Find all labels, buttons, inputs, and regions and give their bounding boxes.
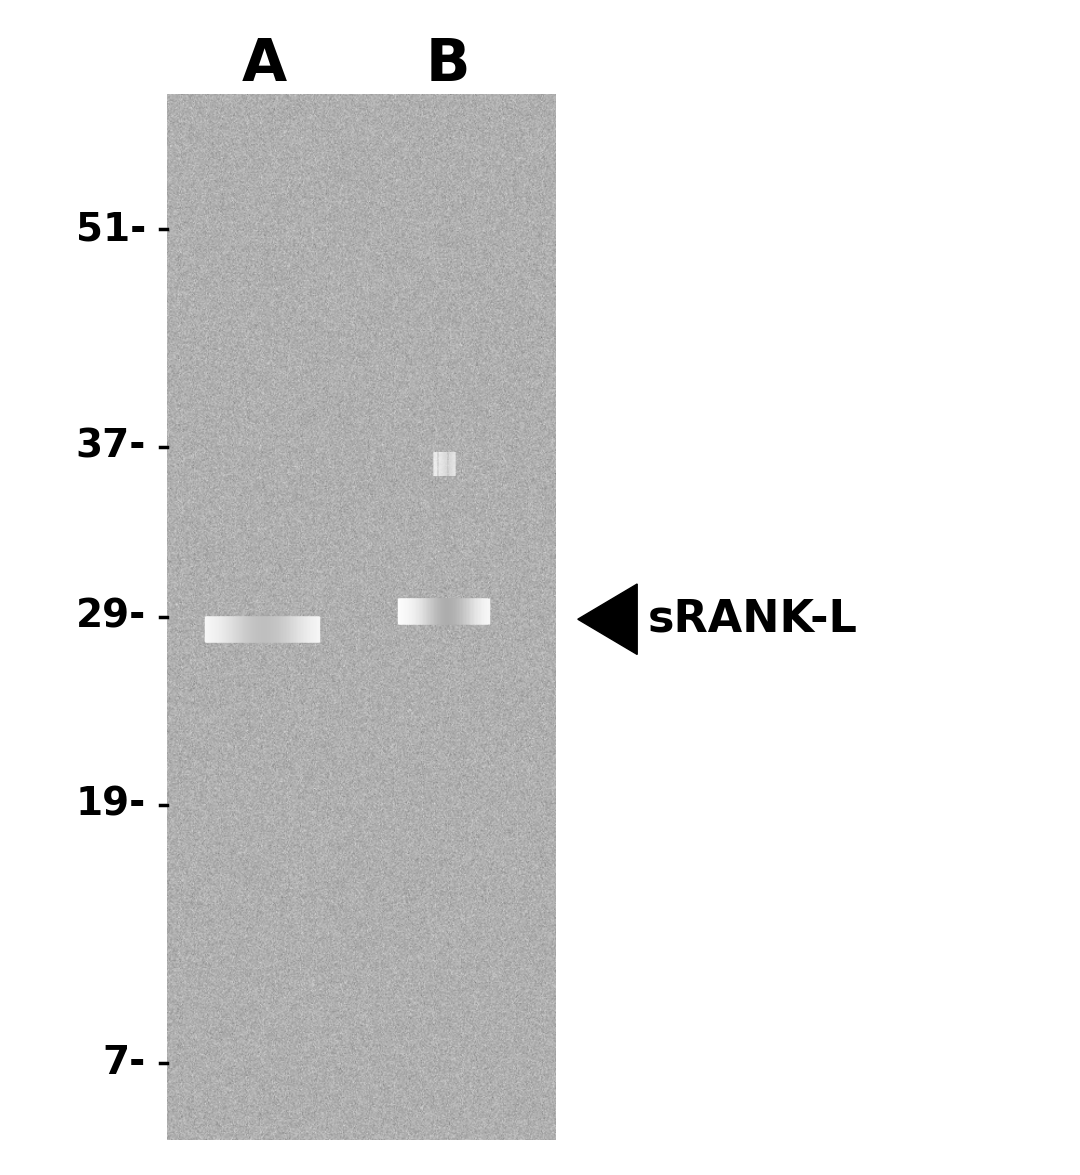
Text: 37-: 37- (76, 428, 146, 465)
Text: 29-: 29- (76, 598, 146, 636)
Text: sRANK-L: sRANK-L (648, 598, 858, 640)
Text: 51-: 51- (76, 210, 146, 248)
Text: 19-: 19- (76, 786, 146, 824)
Text: A: A (242, 36, 287, 93)
Polygon shape (578, 584, 637, 654)
Text: 7-: 7- (103, 1045, 146, 1082)
Text: B: B (426, 36, 471, 93)
FancyBboxPatch shape (167, 94, 556, 1140)
